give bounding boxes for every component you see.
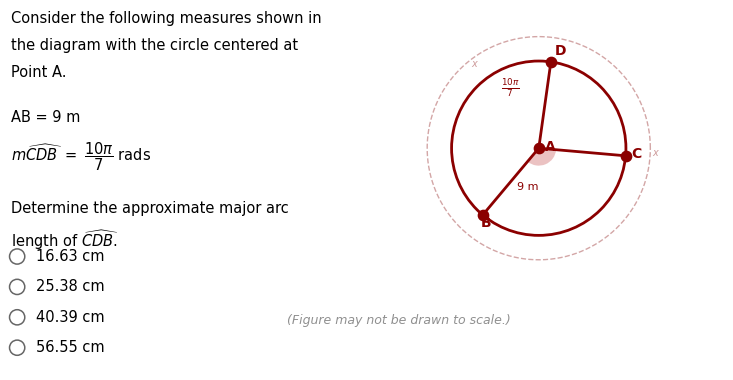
Point [545,59,557,65]
Text: the diagram with the circle centered at: the diagram with the circle centered at [12,38,298,53]
Text: B: B [481,216,492,230]
Text: 25.38 cm: 25.38 cm [36,279,105,294]
Text: C: C [631,147,641,160]
Text: 40.39 cm: 40.39 cm [36,310,105,325]
Text: $m\widehat{CDB}$ $=$ $\dfrac{10\pi}{7}$ rads: $m\widehat{CDB}$ $=$ $\dfrac{10\pi}{7}$ … [12,141,152,173]
Text: x: x [652,148,658,158]
Point [477,212,489,218]
Text: Determine the approximate major arc: Determine the approximate major arc [12,201,290,216]
Point [533,145,545,151]
Text: Point A.: Point A. [12,65,67,79]
Text: 16.63 cm: 16.63 cm [36,249,105,264]
Text: 9 m: 9 m [517,182,538,192]
Text: length of $\widehat{CDB}$.: length of $\widehat{CDB}$. [12,228,119,252]
Text: $\frac{10\pi}{7}$: $\frac{10\pi}{7}$ [501,78,520,99]
Point [619,153,631,159]
Text: (Figure may not be drawn to scale.): (Figure may not be drawn to scale.) [287,314,511,327]
Text: AB = 9 m: AB = 9 m [12,110,81,125]
Wedge shape [528,148,556,166]
Text: x: x [471,59,476,69]
Text: A: A [545,140,556,154]
Text: Consider the following measures shown in: Consider the following measures shown in [12,11,322,26]
Text: 56.55 cm: 56.55 cm [36,340,105,355]
Text: D: D [554,44,566,58]
